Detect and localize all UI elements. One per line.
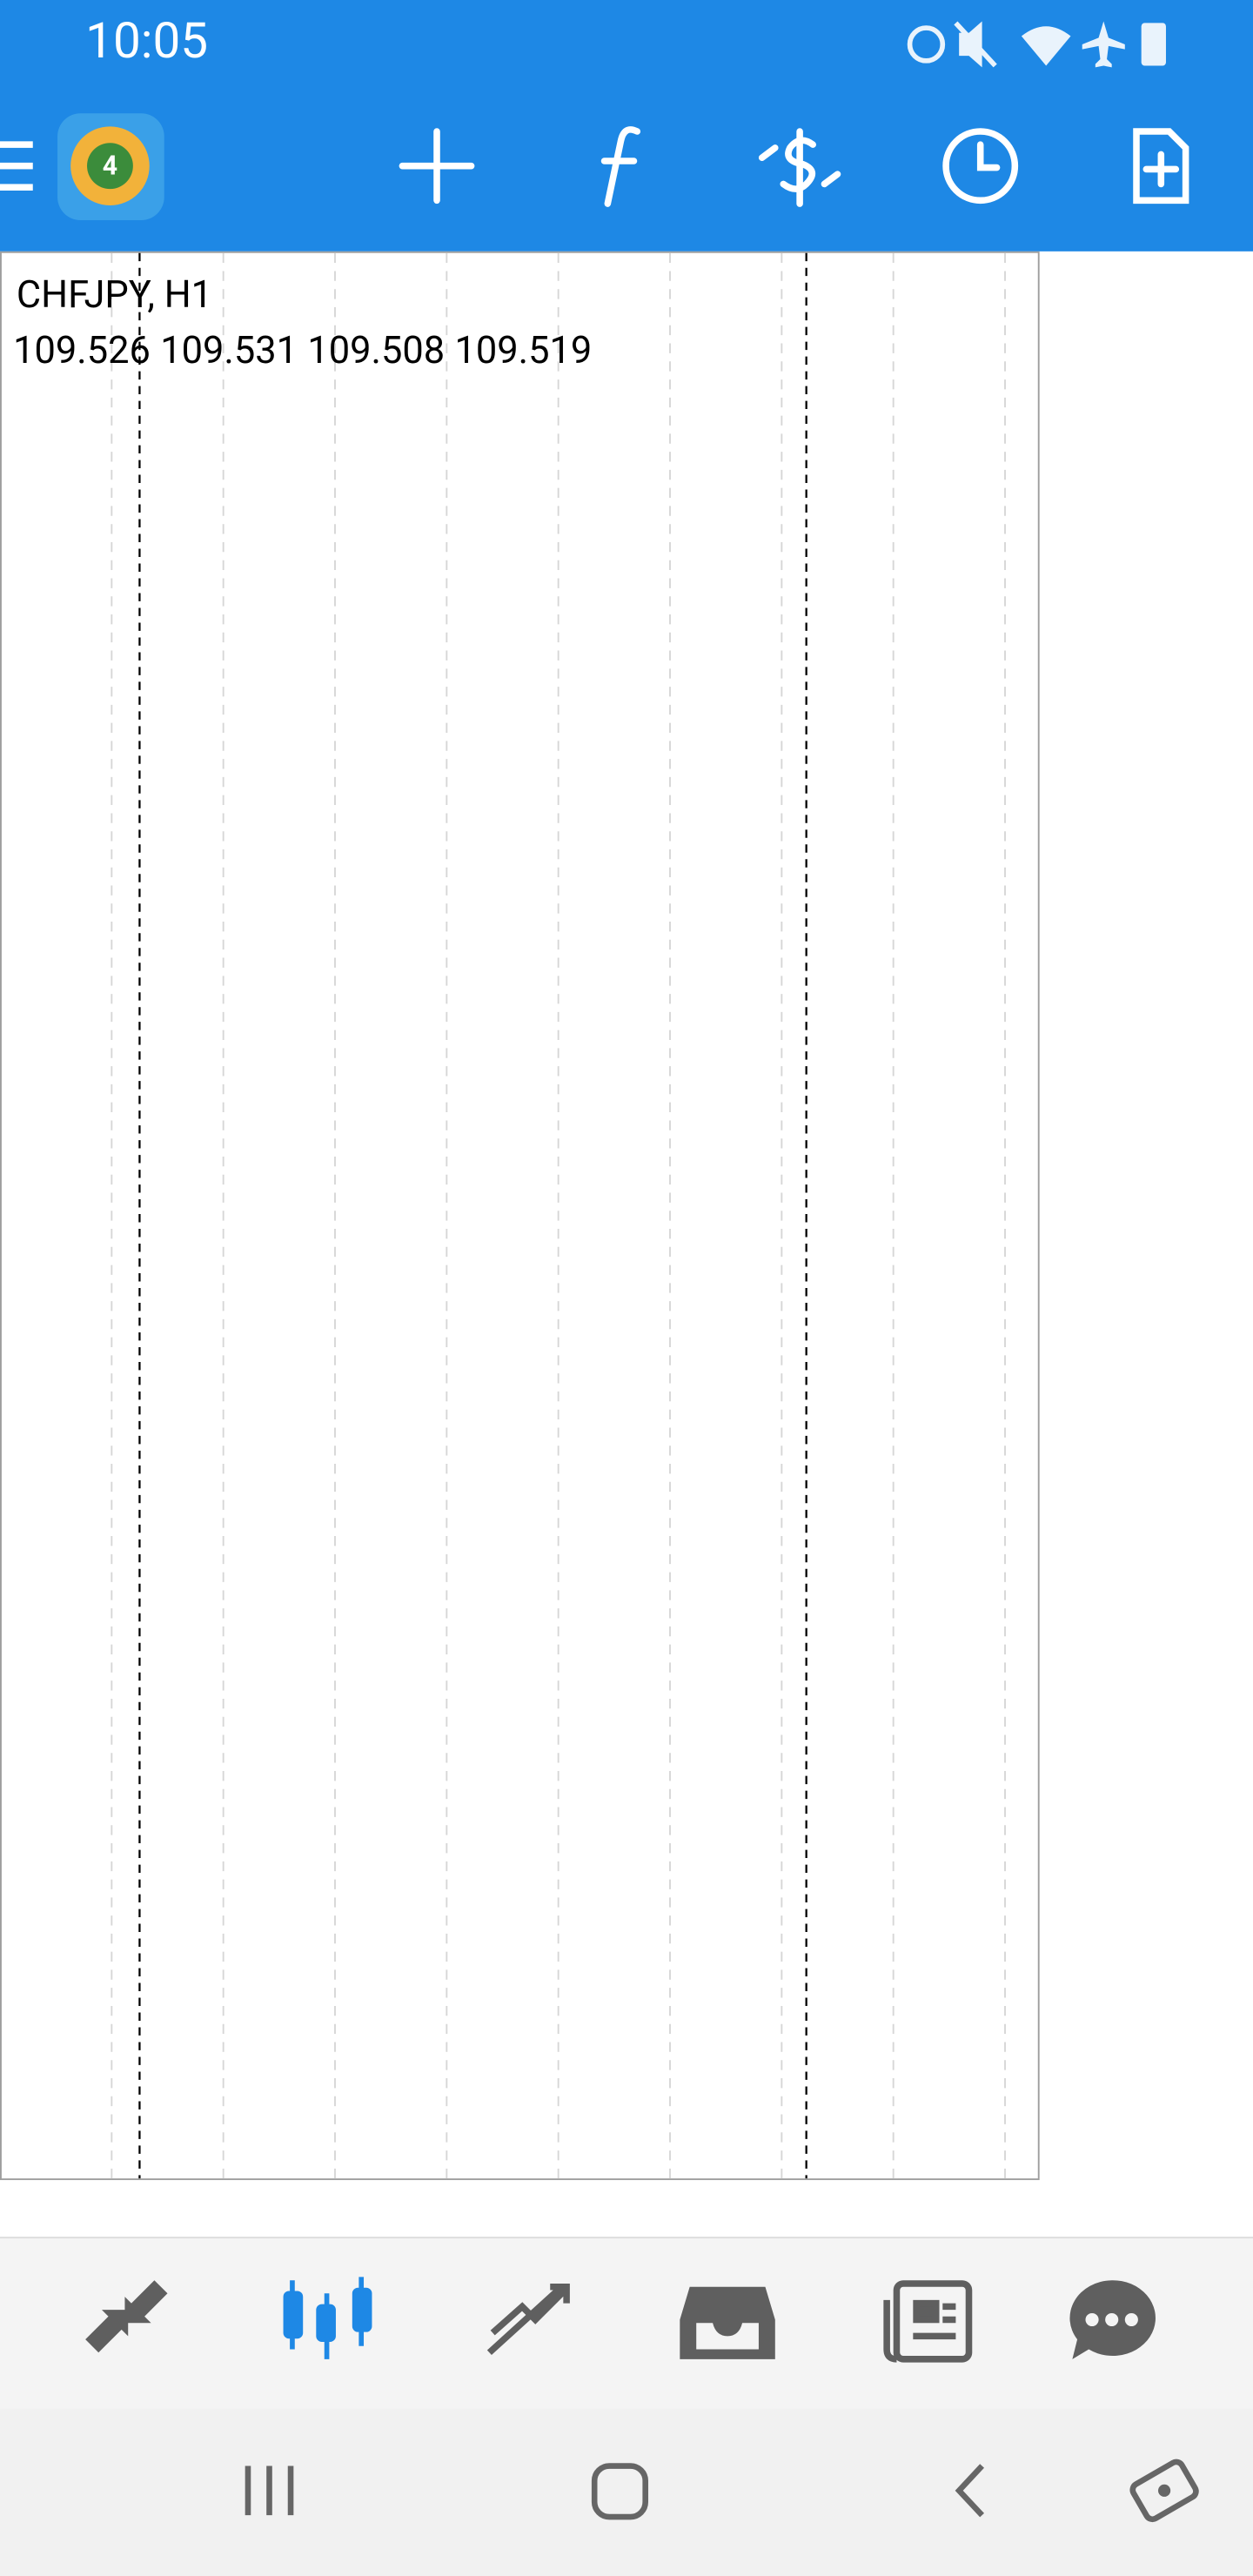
trade-button[interactable] — [758, 128, 841, 207]
trade-tab[interactable] — [486, 2283, 570, 2356]
svg-text:4: 4 — [103, 151, 117, 182]
ohlc-close: 109.519 — [454, 328, 592, 372]
home-button[interactable] — [591, 2463, 649, 2520]
status-icons — [907, 21, 1166, 68]
chart-tab[interactable] — [283, 2277, 372, 2359]
plot-area — [0, 251, 1040, 2181]
menu-button[interactable]: 4 — [0, 113, 164, 220]
history-tab[interactable] — [680, 2286, 775, 2359]
timeframe-button[interactable] — [942, 128, 1019, 205]
indicators-button[interactable] — [600, 126, 641, 207]
chart: CHFJPY, H1 109.526 109.531 109.508 109.519 — [0, 251, 1040, 2181]
status-time: 10:05 — [85, 11, 208, 70]
recents-button[interactable] — [245, 2465, 294, 2516]
system-nav — [0, 2408, 1253, 2576]
chat-tab[interactable] — [1069, 2280, 1156, 2359]
ohlc-high: 109.531 — [160, 328, 298, 372]
ohlc-info: 109.526 109.531 109.508 109.519 — [13, 328, 592, 372]
ohlc-low: 109.508 — [307, 328, 445, 372]
crosshair-button[interactable] — [399, 128, 475, 205]
quotes-tab[interactable] — [85, 2280, 168, 2353]
vertical-grid — [111, 252, 1006, 2179]
ohlc-open: 109.526 — [13, 328, 151, 372]
new-order-button[interactable] — [1133, 128, 1189, 205]
back-button[interactable] — [955, 2464, 985, 2518]
rotate-button[interactable] — [1129, 2459, 1199, 2523]
chart-title: CHFJPY, H1 — [17, 272, 212, 317]
period-separators — [138, 252, 807, 2179]
news-tab[interactable] — [883, 2280, 973, 2363]
bottom-nav — [0, 2237, 1253, 2409]
